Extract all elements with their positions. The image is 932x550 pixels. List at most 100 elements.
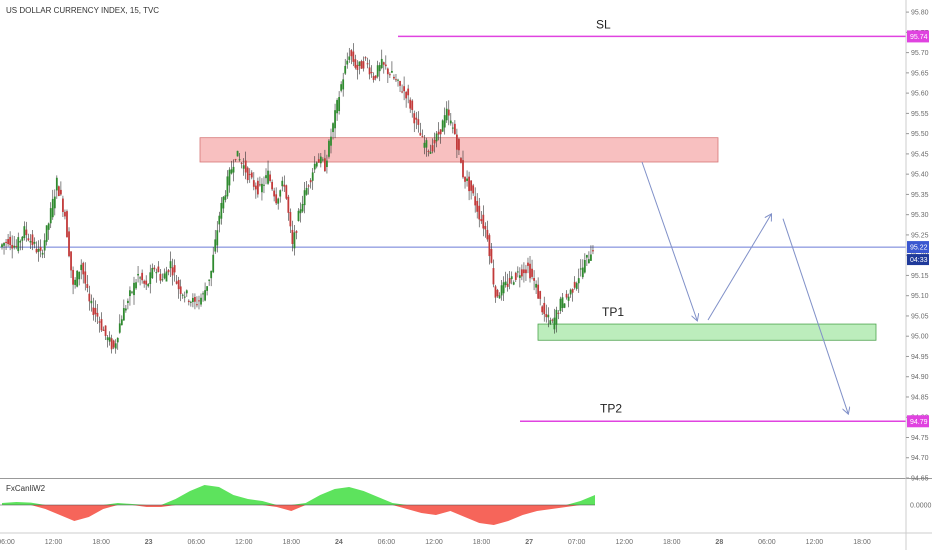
candle-body (585, 254, 588, 258)
candle-body (43, 240, 46, 251)
tp2-label: TP2 (600, 401, 622, 415)
candle-body (149, 272, 152, 285)
price-tick-label: 95.00 (911, 334, 929, 341)
candle-body (498, 295, 501, 299)
candle-body (326, 160, 328, 168)
candle-body (317, 159, 320, 163)
candle-body (563, 303, 566, 308)
candle-body (275, 194, 278, 204)
candle-body (72, 269, 74, 285)
candle-body (321, 159, 324, 161)
candle-body (551, 319, 554, 321)
candle-body (490, 248, 493, 263)
candle-body (348, 56, 351, 60)
candle-body (384, 64, 387, 67)
candle-body (244, 160, 247, 173)
price-tick-label: 94.90 (911, 374, 929, 381)
candle-body (165, 271, 168, 282)
candle-body (407, 88, 410, 96)
candle-body (421, 136, 424, 138)
candle-body (49, 208, 52, 224)
candle-body (561, 297, 564, 309)
candle-body (541, 306, 544, 313)
price-axis: 95.8095.7595.7095.6595.6095.5595.5095.45… (905, 0, 932, 550)
candle-body (447, 109, 450, 116)
candle-body (553, 317, 556, 330)
candle-body (315, 162, 318, 167)
price-tick-label: 95.40 (911, 172, 929, 179)
candle-body (177, 279, 180, 290)
candle-body (514, 272, 517, 280)
candle-body (285, 185, 288, 199)
candle-body (218, 215, 221, 225)
candle-body (539, 291, 542, 299)
candle-body (472, 185, 475, 194)
candle-body (451, 127, 454, 129)
candle-body (41, 252, 44, 255)
candle-body (388, 74, 391, 76)
candle-body (216, 230, 219, 246)
price-tick-label: 95.15 (911, 273, 929, 280)
candle-body (549, 320, 552, 324)
candle-body (133, 282, 135, 296)
candle-body (206, 286, 209, 291)
chart-title: US DOLLAR CURRENCY INDEX, 15, TVC (6, 6, 159, 15)
candle-body (118, 323, 121, 333)
candle-body (100, 319, 103, 331)
candle-body (397, 79, 399, 81)
candle-body (189, 301, 192, 303)
candle-body (246, 167, 249, 181)
indicator-negative-area (2, 505, 595, 525)
candle-body (82, 262, 85, 275)
candle-body (520, 269, 523, 277)
candle-body (545, 314, 548, 318)
candle-body (55, 177, 58, 191)
candle-body (230, 169, 233, 174)
candle-body (143, 280, 146, 284)
candle-body (555, 309, 558, 325)
price-tick-label: 95.60 (911, 91, 929, 98)
candle-body (531, 268, 533, 277)
candle-body (64, 211, 66, 217)
candle-body (120, 319, 123, 326)
candle-body (224, 195, 227, 200)
candle-body (571, 289, 574, 293)
candle-body (533, 277, 535, 281)
candle-body (147, 283, 150, 287)
candle-body (482, 214, 485, 229)
candle-body (273, 190, 276, 197)
time-tick-label: 06:00 (758, 539, 776, 546)
candle-body (575, 283, 578, 289)
candle-body (486, 229, 489, 240)
candle-body (106, 337, 109, 341)
tp2-price-label: 94.79 (910, 419, 928, 426)
candle-body (518, 275, 521, 278)
candle-body (169, 261, 172, 269)
candle-body (480, 219, 483, 222)
candle-body (191, 297, 194, 303)
candle-body (535, 283, 538, 288)
time-tick-label: 18:00 (853, 539, 871, 546)
candle-body (94, 308, 97, 315)
candle-body (13, 245, 16, 248)
candle-body (279, 190, 282, 197)
candle-body (340, 84, 343, 91)
candle-body (200, 297, 202, 305)
candle-body (401, 91, 403, 93)
candle-body (287, 196, 290, 213)
candle-body (173, 265, 176, 273)
time-tick-label: 18:00 (473, 539, 491, 546)
candle-body (187, 300, 190, 303)
indicator-name: FxCanliW2 (6, 484, 46, 493)
price-tick-label: 95.35 (911, 192, 929, 199)
candle-body (391, 70, 393, 73)
candle-body (163, 273, 166, 279)
price-tick-label: 95.65 (911, 70, 929, 77)
time-tick-label: 07:00 (568, 539, 586, 546)
candle-body (352, 51, 355, 62)
candle-body (419, 132, 422, 136)
candle-body (395, 79, 397, 81)
candle-body (354, 59, 357, 68)
candle-body (523, 269, 525, 274)
candle-body (129, 290, 131, 297)
